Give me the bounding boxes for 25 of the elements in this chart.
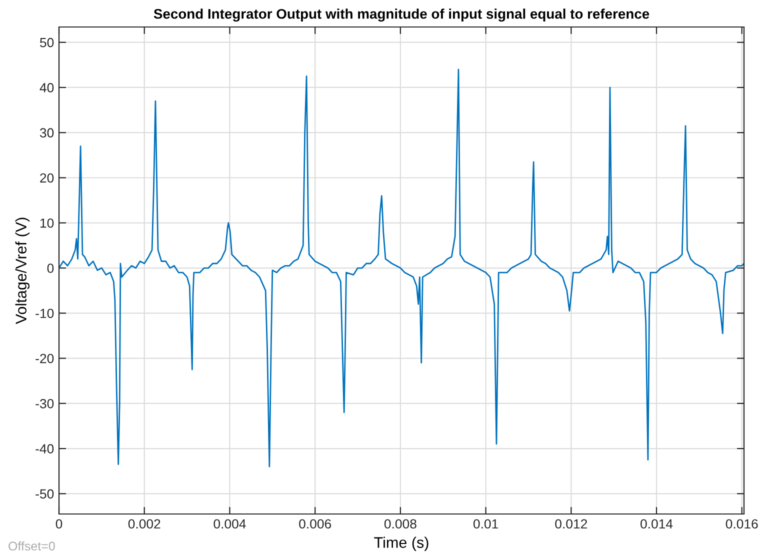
text: Offset=0 bbox=[8, 541, 55, 551]
line-series bbox=[59, 68, 744, 468]
x-tick-label: 0.012 bbox=[555, 519, 587, 529]
x-tick-label: 0.008 bbox=[384, 519, 416, 529]
y-tick-label: -30 bbox=[36, 398, 54, 408]
y-tick-label: 50 bbox=[40, 38, 54, 48]
x-tick-label: 0.006 bbox=[299, 519, 332, 529]
y-tick-label: -40 bbox=[36, 444, 54, 454]
y-tick-label: -20 bbox=[36, 354, 54, 364]
y-tick-label: 0 bbox=[47, 264, 54, 273]
y-tick-label: -10 bbox=[36, 308, 54, 318]
x-tick-label: 0.002 bbox=[128, 519, 160, 529]
y-tick-label: 20 bbox=[40, 173, 54, 183]
y-tick-label: -50 bbox=[36, 489, 54, 499]
y-tick-label: 40 bbox=[40, 83, 54, 92]
y-axis-title: Voltage/Vref (V) bbox=[15, 218, 30, 324]
chart-title: Second Integrator Output with magnitude of input signal equal to reference bbox=[154, 8, 650, 22]
x-tick-label: 0 bbox=[56, 519, 62, 529]
y-tick-label: 30 bbox=[40, 128, 54, 138]
x-axis-title: Time (s) bbox=[374, 536, 428, 551]
x-tick-label: 0.004 bbox=[214, 519, 246, 529]
x-tick-label: 0.014 bbox=[640, 519, 673, 529]
x-tick-label: 0.01 bbox=[473, 519, 498, 529]
y-tick-label: 10 bbox=[40, 218, 54, 228]
x-tick-label: 0.016 bbox=[726, 519, 758, 529]
